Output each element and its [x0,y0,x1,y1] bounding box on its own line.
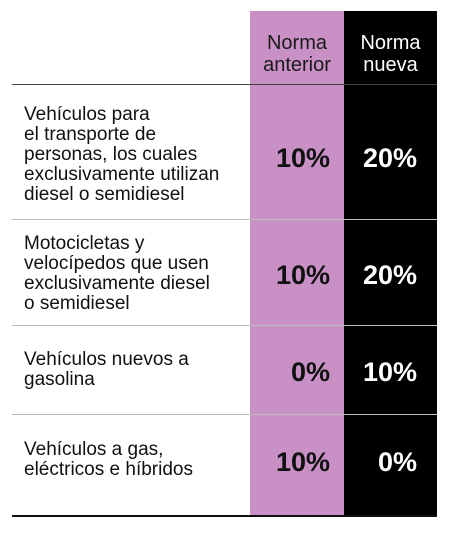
row-divider [12,325,437,326]
row-label-line: Vehículos a gas, [24,439,164,460]
row-label-line: exclusivamente diesel [24,273,210,294]
header-norma-anterior-line1: Norma [266,32,327,54]
row-label-line: eléctricos e híbridos [24,459,193,480]
row-label-line: Vehículos nuevos a [24,349,189,370]
table-bottom-rule [12,515,437,517]
table-row-label: Vehículos a gas, eléctricos e híbridos [24,440,250,480]
row-value-norma-nueva: 20% [362,260,417,290]
row-label-line: velocípedos que usen [24,253,209,274]
row-label-line: diesel o semidiesel [24,184,185,205]
header-norma-nueva: Norma nueva [344,32,437,82]
row-value-norma-anterior: 10% [275,143,330,173]
row-label-line: o semidiesel [24,293,130,314]
table-row-label: Motocicletas y velocípedos que usen excl… [24,234,250,314]
row-label-line: Vehículos para [24,104,150,125]
row-label-line: el transporte de [24,124,157,145]
row-value-norma-nueva: 20% [362,143,417,173]
header-norma-nueva-line1: Norma [360,32,421,54]
row-divider [12,414,437,415]
row-label-line: gasolina [24,369,95,390]
row-label-line: personas, los cuales [24,144,198,165]
row-label-line: exclusivamente utilizan [24,164,220,185]
row-value-norma-nueva: 0% [377,447,417,477]
row-value-norma-anterior: 10% [275,447,330,477]
table-row-label: Vehículos nuevos a gasolina [24,350,250,390]
table-row-label: Vehículos para el transporte de personas… [24,105,250,205]
row-value-norma-nueva: 10% [362,357,417,387]
row-value-norma-anterior: 10% [275,260,330,290]
column-norma-nueva-background [344,11,437,517]
header-norma-anterior-line2: anterior [263,54,331,76]
row-value-norma-anterior: 0% [290,357,330,387]
row-divider [12,219,437,220]
header-norma-anterior: Norma anterior [250,32,344,82]
column-norma-anterior-background [250,11,344,517]
header-divider [12,84,437,85]
header-norma-nueva-line2: nueva [363,54,418,76]
row-label-line: Motocicletas y [24,233,145,254]
